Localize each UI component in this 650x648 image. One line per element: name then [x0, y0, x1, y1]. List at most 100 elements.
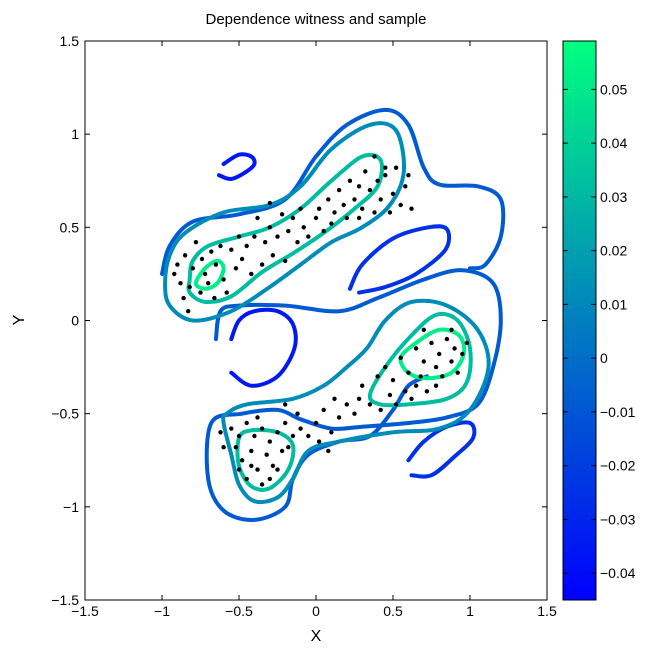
sample-point — [321, 228, 326, 234]
contour-line — [235, 427, 296, 492]
y-tick-label: −1.5 — [51, 592, 79, 608]
sample-point — [332, 396, 337, 401]
sample-point — [236, 433, 242, 439]
sample-point — [360, 206, 365, 211]
sample-point — [449, 327, 454, 332]
sample-point — [356, 396, 362, 401]
sample-point — [286, 445, 291, 450]
sample-point — [301, 225, 306, 230]
sample-point — [306, 433, 311, 439]
sample-point — [182, 253, 188, 258]
sample-point — [390, 191, 396, 196]
sample-point — [206, 281, 211, 286]
colorbar-tick-label: −0.01 — [600, 404, 636, 420]
sample-point — [229, 426, 234, 431]
sample-point — [193, 240, 199, 245]
sample-point — [360, 383, 365, 388]
colorbar-tick-label: 0 — [600, 350, 608, 366]
sample-point — [341, 202, 346, 208]
sample-point — [383, 364, 388, 370]
sample-point — [270, 253, 276, 258]
contour-line — [193, 258, 226, 291]
sample-point — [378, 407, 383, 413]
sample-point — [409, 396, 414, 401]
sample-point — [372, 154, 377, 159]
sample-point — [424, 389, 430, 394]
sample-point — [398, 202, 403, 208]
sample-point — [255, 415, 260, 420]
sample-point — [279, 212, 285, 217]
sample-point — [252, 234, 257, 239]
sample-point — [218, 243, 223, 249]
sample-point — [403, 389, 408, 394]
colorbar-ticks: −0.04 −0.03 −0.02 −0.01 0 0.01 0.02 0.03 0.04 0.0… — [563, 81, 636, 581]
sample-point — [202, 271, 208, 277]
sample-point — [279, 448, 285, 454]
sample-point — [259, 262, 265, 267]
sample-point — [233, 266, 239, 271]
sample-point — [259, 426, 265, 431]
sample-point — [186, 309, 191, 314]
sample-point — [433, 364, 439, 370]
sample-point — [393, 402, 399, 407]
y-tick-label: 0 — [71, 313, 79, 329]
sample-point — [212, 295, 217, 301]
sample-point — [221, 277, 226, 282]
sample-point — [295, 240, 300, 245]
sample-point — [233, 445, 239, 450]
sample-point — [329, 221, 334, 226]
sample-point — [449, 359, 454, 364]
sample-point — [267, 200, 272, 206]
sample-point — [187, 284, 192, 290]
sample-point — [178, 281, 183, 286]
sample-point — [387, 210, 393, 215]
sample-point — [236, 467, 242, 472]
sample-point — [336, 187, 342, 193]
sample-point — [267, 225, 272, 230]
sample-point — [244, 243, 249, 249]
sample-point — [378, 197, 383, 202]
sample-point — [421, 359, 426, 364]
chart-title: Dependence witness and sample — [206, 11, 427, 28]
sample-point — [344, 215, 349, 221]
sample-point — [255, 215, 260, 221]
colorbar-tick-label: 0.02 — [600, 243, 627, 259]
sample-point — [267, 476, 272, 482]
sample-point — [298, 426, 303, 431]
sample-point — [255, 467, 260, 472]
sample-point — [403, 184, 408, 189]
contour-line — [367, 311, 473, 408]
sample-point — [321, 407, 326, 413]
sample-point — [313, 215, 319, 221]
sample-point — [224, 290, 229, 295]
sample-point — [239, 458, 245, 463]
sample-point — [464, 340, 470, 346]
sample-point — [332, 210, 337, 215]
sample-point — [198, 290, 203, 295]
sample-point — [209, 249, 214, 254]
sample-point — [267, 439, 272, 444]
x-tick-label: −0.5 — [225, 603, 253, 619]
sample-point — [190, 266, 195, 271]
contour-line — [229, 307, 298, 388]
x-tick-label: −1 — [154, 603, 170, 619]
sample-point — [460, 351, 465, 357]
sample-point — [290, 433, 296, 439]
sample-point — [406, 370, 411, 375]
sample-point — [290, 215, 296, 221]
sample-point — [375, 178, 380, 183]
sample-point — [356, 215, 362, 221]
colorbar-tick-label: −0.04 — [600, 565, 636, 581]
colorbar-tick-label: 0.05 — [600, 81, 627, 97]
sample-point — [249, 463, 254, 468]
sample-point — [313, 420, 319, 426]
x-tick-label: 0 — [312, 603, 320, 619]
sample-point — [270, 463, 276, 468]
sample-point — [406, 173, 411, 178]
contour-line — [347, 224, 452, 295]
contour-line — [221, 298, 491, 505]
sample-point — [444, 336, 450, 342]
colorbar-tick-label: 0.01 — [600, 296, 627, 312]
sample-point — [356, 184, 362, 189]
